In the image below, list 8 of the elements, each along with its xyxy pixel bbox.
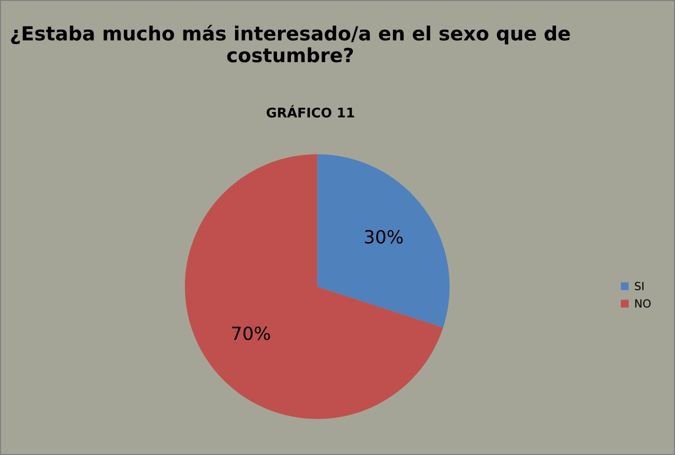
- legend-label: SI: [634, 282, 644, 290]
- data-label: 30%: [364, 230, 403, 244]
- chart-subtitle: GRÁFICO 11: [266, 105, 354, 118]
- chart-title: ¿Estaba mucho más interesado/a en el sexo que de costumbre?: [11, 24, 570, 62]
- pie-slice: [317, 154, 450, 328]
- data-label: 70%: [232, 326, 270, 340]
- pie-slice: [184, 154, 444, 419]
- legend-label: NO: [635, 299, 651, 308]
